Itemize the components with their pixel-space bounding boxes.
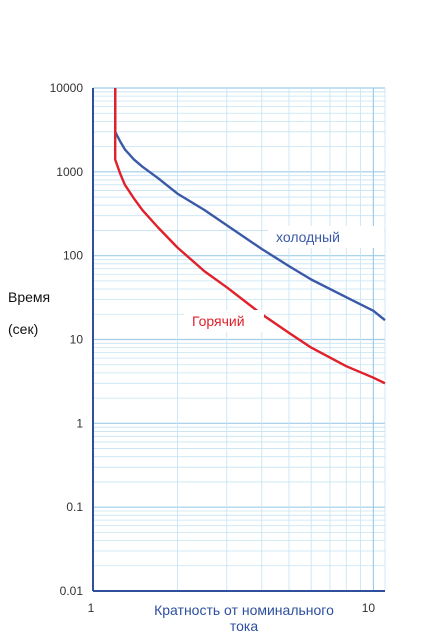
series-line xyxy=(114,88,386,385)
y-tick-label: 1000 xyxy=(56,165,83,179)
y-tick-labels: 10000 1000 100 10 1 0.1 0.01 xyxy=(50,81,84,598)
x-tick-labels: 1 10 xyxy=(88,601,376,615)
y-tick-label: 10000 xyxy=(50,81,84,95)
x-tick-label: 10 xyxy=(362,601,376,615)
series-label-box xyxy=(184,310,264,332)
y-tick-label: 10 xyxy=(70,333,84,347)
y-tick-label: 1 xyxy=(76,416,83,430)
series-line xyxy=(114,88,386,322)
y-tick-label: 0.1 xyxy=(66,500,83,514)
series-lines xyxy=(114,88,386,385)
series-label: холодный xyxy=(276,229,340,245)
y-label-box xyxy=(10,280,67,408)
chart-labels: холодный Горячий Время (сек) Кратность от но… xyxy=(8,226,384,639)
x-axis-label: Кратность от номинального xyxy=(154,602,334,618)
y-tick-label: 100 xyxy=(63,249,83,263)
series-label: Горячий xyxy=(192,313,245,329)
y-axis-label: Время xyxy=(8,289,50,305)
series-label-box xyxy=(268,226,384,248)
x-tick-label: 1 xyxy=(88,601,95,615)
x-label-box xyxy=(130,598,358,639)
axes xyxy=(92,88,385,592)
y-axis-label: (сек) xyxy=(8,321,38,337)
y-tick-label: 0.01 xyxy=(60,584,84,598)
x-axis-label: тока xyxy=(230,618,258,634)
